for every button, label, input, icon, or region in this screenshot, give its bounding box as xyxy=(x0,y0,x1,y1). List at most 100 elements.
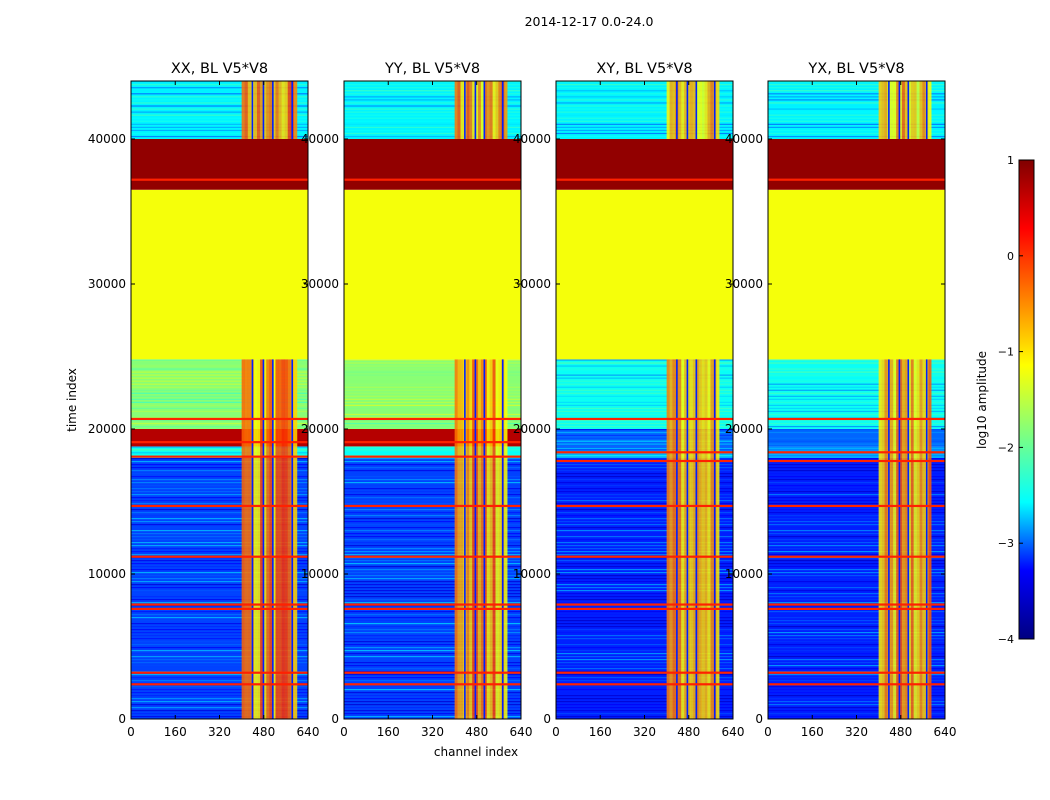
texture-row xyxy=(344,653,521,655)
flagged-row xyxy=(344,178,521,181)
texture-row xyxy=(556,440,733,442)
hot-channel-column xyxy=(669,359,673,719)
texture-row xyxy=(768,429,945,431)
texture-row xyxy=(556,602,733,604)
x-tick-label: 640 xyxy=(934,725,957,739)
channel-dropout xyxy=(907,81,910,139)
channel-dropout xyxy=(262,359,265,719)
texture-row xyxy=(131,620,308,622)
texture-row xyxy=(131,464,308,466)
y-tick-label: 20000 xyxy=(513,422,551,436)
texture-row xyxy=(768,530,945,532)
flagged-row xyxy=(344,417,521,421)
hot-channel-column xyxy=(928,359,932,719)
texture-row xyxy=(344,464,521,466)
texture-row xyxy=(131,365,308,367)
panel-title: YY, BL V5*V8 xyxy=(384,61,480,77)
texture-row xyxy=(556,467,733,469)
hot-channel-column xyxy=(466,81,470,139)
texture-row xyxy=(768,464,945,466)
texture-row xyxy=(556,473,733,475)
texture-row xyxy=(131,87,308,89)
flagged-row xyxy=(344,671,521,674)
channel-dropout xyxy=(713,81,716,139)
texture-row xyxy=(344,473,521,475)
texture-row xyxy=(556,515,733,517)
texture-row xyxy=(131,446,308,448)
texture-row xyxy=(768,701,945,703)
texture-row xyxy=(768,509,945,511)
texture-row xyxy=(556,429,733,431)
flagged-row xyxy=(556,671,733,674)
texture-row xyxy=(556,611,733,613)
x-tick-label: 640 xyxy=(510,725,533,739)
texture-row xyxy=(344,692,521,694)
texture-row xyxy=(768,698,945,700)
hot-channel-column xyxy=(256,359,261,719)
texture-row xyxy=(344,467,521,469)
panel-2: YY, BL V5*V8 0 160 320 480 640 0 10000 20000 3000… xyxy=(301,61,533,739)
texture-row xyxy=(344,99,521,101)
texture-row xyxy=(131,584,308,586)
y-tick-label: 30000 xyxy=(513,277,551,291)
texture-row xyxy=(556,542,733,544)
texture-row xyxy=(556,126,733,128)
hot-channel-column xyxy=(704,359,708,719)
texture-row xyxy=(768,662,945,664)
texture-row xyxy=(344,404,521,406)
hot-channel-column xyxy=(928,81,932,139)
texture-row xyxy=(344,551,521,553)
hot-channel-column xyxy=(910,81,914,139)
texture-row xyxy=(768,93,945,95)
texture-row xyxy=(131,491,308,493)
texture-row xyxy=(344,590,521,592)
texture-row xyxy=(131,590,308,592)
texture-row xyxy=(131,410,308,413)
texture-row xyxy=(131,362,308,364)
panel-3: XY, BL V5*V8 0 160 320 480 640 0 10000 20000 3000… xyxy=(513,61,745,739)
texture-row xyxy=(344,587,521,589)
texture-row xyxy=(556,653,733,655)
x-tick-label: 320 xyxy=(421,725,444,739)
texture-row xyxy=(344,461,521,463)
texture-row xyxy=(768,515,945,517)
hot-channel-column xyxy=(689,359,694,719)
texture-row xyxy=(131,422,308,425)
texture-row xyxy=(556,404,733,406)
heatmap-image xyxy=(768,81,945,719)
texture-row xyxy=(556,377,733,379)
flagged-row xyxy=(768,555,945,558)
texture-row xyxy=(768,539,945,541)
texture-row xyxy=(556,674,733,676)
texture-row xyxy=(344,512,521,514)
texture-row xyxy=(131,524,308,526)
x-tick-label: 0 xyxy=(127,725,135,739)
texture-row xyxy=(768,596,945,598)
channel-dropout xyxy=(898,81,901,139)
hot-channel-column xyxy=(896,359,900,719)
flagged-row xyxy=(556,178,733,181)
texture-row xyxy=(556,398,733,400)
texture-row xyxy=(344,689,521,691)
texture-row xyxy=(131,377,308,379)
hot-channel-column xyxy=(681,81,685,139)
texture-row xyxy=(131,485,308,487)
texture-row xyxy=(344,578,521,580)
texture-row xyxy=(556,494,733,496)
colorbar-tick-label: 0 xyxy=(1007,250,1014,263)
texture-row xyxy=(344,635,521,637)
texture-row xyxy=(768,686,945,688)
texture-row xyxy=(556,575,733,577)
y-tick-label: 0 xyxy=(543,712,551,726)
flagged-row xyxy=(768,671,945,674)
hot-channel-column xyxy=(878,81,882,139)
texture-row xyxy=(556,114,733,116)
texture-row xyxy=(556,132,733,135)
texture-row xyxy=(131,488,308,490)
panel-1: XX, BL V5*V8 0 160 320 480 640 0 10000 20000 3000… xyxy=(88,61,320,739)
texture-row xyxy=(556,635,733,637)
texture-row xyxy=(768,491,945,493)
texture-row xyxy=(556,599,733,601)
channel-dropout xyxy=(676,359,678,719)
flagged-row xyxy=(344,504,521,508)
